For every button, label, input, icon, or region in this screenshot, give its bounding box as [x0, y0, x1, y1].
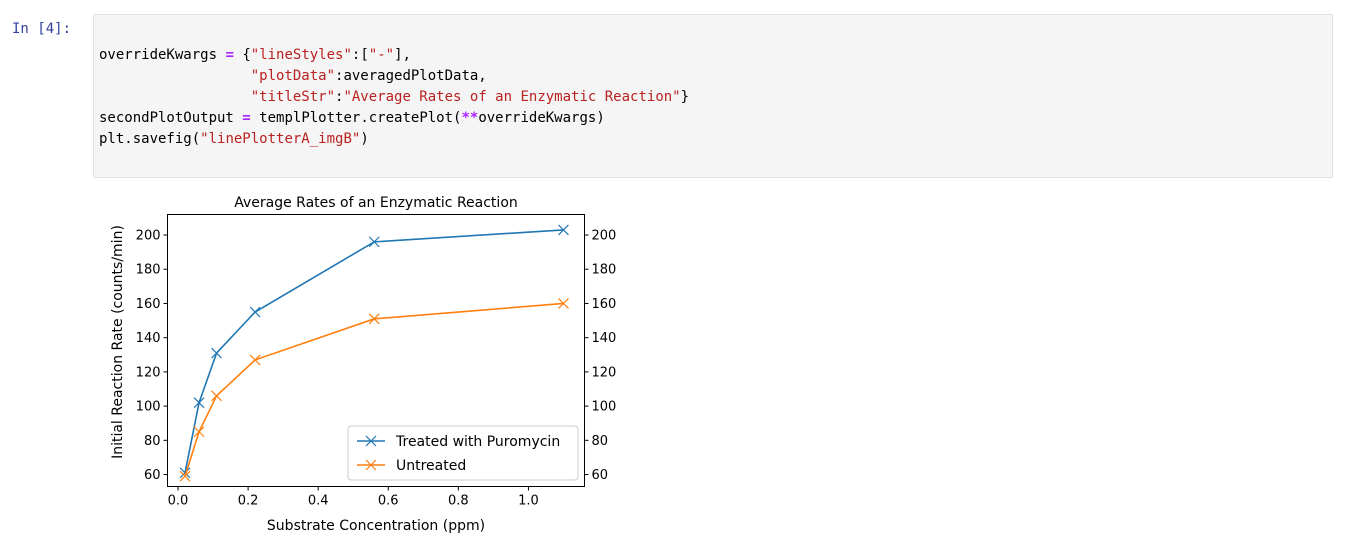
code-editor[interactable]: overrideKwargs = {"lineStyles":["-"], "p… — [99, 45, 689, 150]
y-tick-label-right: 100 — [592, 400, 617, 415]
x-tick-label: 0.0 — [168, 494, 189, 509]
series-line-0 — [184, 229, 564, 473]
y-tick-label-right: 60 — [592, 468, 609, 483]
data-point-marker — [179, 467, 191, 479]
data-point-marker — [368, 313, 380, 325]
line-chart: Average Rates of an Enzymatic Reaction I… — [110, 195, 617, 534]
y-tick-label-left: 100 — [136, 400, 161, 415]
cell-output: Average Rates of an Enzymatic Reaction I… — [100, 186, 620, 548]
data-point-marker — [211, 390, 222, 402]
axis-ticks: 0.0 0.2 0.4 0.6 0.8 1.0 60 60 80 80 100 100 120 120 14… — [136, 229, 617, 509]
y-tick-label-left: 120 — [136, 365, 161, 380]
data-point-marker — [558, 224, 569, 236]
x-tick-label: 0.2 — [238, 494, 259, 509]
y-tick-label-right: 140 — [592, 331, 617, 346]
plot-frame — [167, 214, 585, 487]
y-tick-label-right: 180 — [592, 263, 617, 278]
code-line-5: plt.savefig("linePlotterA_imgB") — [99, 131, 369, 147]
legend-marker — [365, 459, 377, 471]
y-tick-label-left: 180 — [136, 263, 161, 278]
x-tick-label: 0.8 — [448, 494, 469, 509]
series-lines — [179, 224, 569, 482]
y-tick-label-left: 200 — [136, 229, 161, 244]
data-point-marker — [211, 347, 222, 359]
code-input-area[interactable]: overrideKwargs = {"lineStyles":["-"], "p… — [93, 14, 1333, 178]
data-point-marker — [558, 298, 569, 309]
y-axis-label: Initial Reaction Rate (counts/min) — [110, 225, 126, 459]
x-axis-label: Substrate Concentration (ppm) — [267, 518, 485, 534]
legend-label: Treated with Puromycin — [395, 434, 560, 450]
code-line-3: "titleStr":"Average Rates of an Enzymati… — [250, 89, 690, 105]
y-tick-label-right: 160 — [592, 297, 617, 312]
y-tick-label-left: 80 — [144, 434, 161, 449]
chart-legend: Treated with Puromycin Untreated — [347, 425, 579, 481]
data-point-marker — [193, 426, 205, 438]
data-point-marker — [249, 354, 261, 366]
legend-marker — [365, 435, 377, 447]
x-tick-label: 0.6 — [378, 494, 399, 509]
data-point-marker — [179, 470, 191, 482]
data-point-marker — [193, 397, 205, 409]
y-tick-label-right: 120 — [592, 365, 617, 380]
code-line-2: "plotData":averagedPlotData, — [250, 68, 487, 84]
y-tick-label-left: 60 — [144, 468, 161, 483]
code-line-4: secondPlotOutput = templPlotter.createPl… — [99, 110, 605, 126]
legend-label: Untreated — [396, 458, 466, 474]
x-tick-label: 0.4 — [308, 494, 329, 509]
code-line-1: overrideKwargs = {"lineStyles":["-"], — [99, 47, 411, 63]
data-point-marker — [368, 236, 380, 248]
y-tick-label-left: 140 — [136, 331, 161, 346]
data-point-marker — [249, 306, 261, 318]
input-prompt: In [4]: — [12, 21, 72, 37]
y-tick-label-right: 80 — [592, 434, 609, 449]
series-line-1 — [184, 302, 564, 477]
y-tick-label-right: 200 — [592, 229, 617, 244]
x-tick-label: 1.0 — [518, 494, 539, 509]
legend-box — [347, 425, 579, 481]
chart-title: Average Rates of an Enzymatic Reaction — [234, 195, 518, 211]
y-tick-label-left: 160 — [136, 297, 161, 312]
